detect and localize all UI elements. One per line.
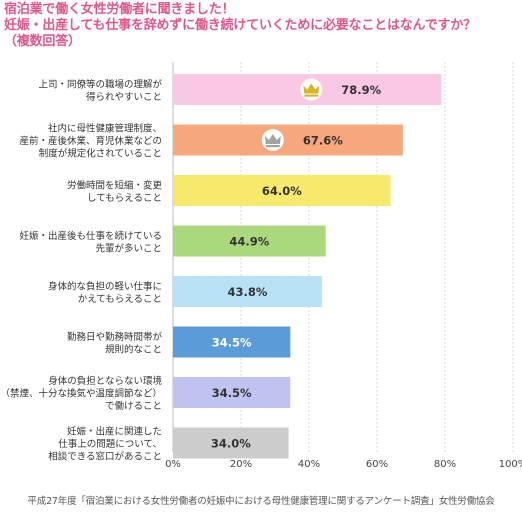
category-label: 労働時間を短縮・変更 [67, 179, 163, 191]
category-label: で働けること [105, 400, 162, 412]
category-label: 上司・同僚等の職場の理解が [38, 78, 162, 90]
x-tick-label: 20% [230, 459, 252, 470]
value-label: 78.9% [341, 83, 381, 97]
chart-title: 宿泊業で働く女性労働者に聞きました！ 妊娠・出産しても仕事を辞めずに働き続けてい… [4, 2, 518, 50]
x-tick-label: 40% [298, 459, 320, 470]
value-label: 34.5% [212, 336, 252, 350]
bar [173, 427, 289, 459]
category-label: 相談できる窓口があること [48, 451, 162, 463]
bar [173, 326, 291, 358]
category-label: 産前・産後休業、育児休業などの [19, 135, 162, 147]
category-label: 勤務日や勤務時間帯が [67, 331, 163, 343]
gold-crown-icon [303, 83, 320, 94]
category-label: かえてもらえること [78, 294, 162, 305]
category-label: 先輩が多いこと [95, 242, 162, 254]
value-label: 64.0% [262, 184, 302, 198]
x-tick-label: 0% [165, 459, 181, 470]
category-label: 身体の負担とならない環境 [48, 375, 162, 387]
crown-base [304, 94, 319, 97]
value-label: 43.8% [228, 285, 268, 299]
title-line-2: 妊娠・出産しても仕事を辞めずに働き続けていくために必要なことはなんですか？ [4, 18, 476, 33]
x-tick-label: 80% [434, 459, 456, 470]
value-label: 67.6% [303, 134, 343, 148]
category-label: 規則的なこと [105, 343, 162, 355]
crown-base [265, 145, 280, 148]
category-label: してもらえること [87, 193, 162, 204]
category-label: （禁煙、十分な換気や温度調節など） [0, 388, 162, 400]
value-label: 34.5% [212, 386, 252, 400]
value-label: 44.9% [229, 235, 269, 249]
x-tick-label: 60% [366, 459, 388, 470]
bar [173, 276, 322, 307]
category-label: 妊娠・出産に関連した [67, 426, 162, 438]
title-line-1: 宿泊業で働く女性労働者に聞きました！ [4, 2, 235, 17]
value-label: 34.0% [211, 437, 251, 451]
category-label: 得られやすいこと [86, 91, 162, 103]
category-label: 妊娠・出産後も仕事を続けている [19, 230, 162, 242]
bar [173, 175, 391, 206]
bar [173, 124, 403, 156]
bar [173, 225, 326, 257]
category-label: 社内に母性健康管理制度、 [48, 123, 162, 135]
category-label: 制度が規定化されていること [39, 148, 162, 160]
bar [173, 377, 291, 408]
title-line-3: （複数回答） [4, 34, 81, 49]
x-tick-label: 100% [499, 459, 522, 470]
silver-crown-icon [264, 134, 281, 144]
category-label: 身体的な負担の軽い仕事に [48, 280, 162, 292]
source-note: 平成27年度「宿泊業における女性労働者の妊娠中における母性健康管理に関するアンケ… [27, 496, 495, 507]
category-label: 仕事上の問題について、 [58, 438, 162, 450]
